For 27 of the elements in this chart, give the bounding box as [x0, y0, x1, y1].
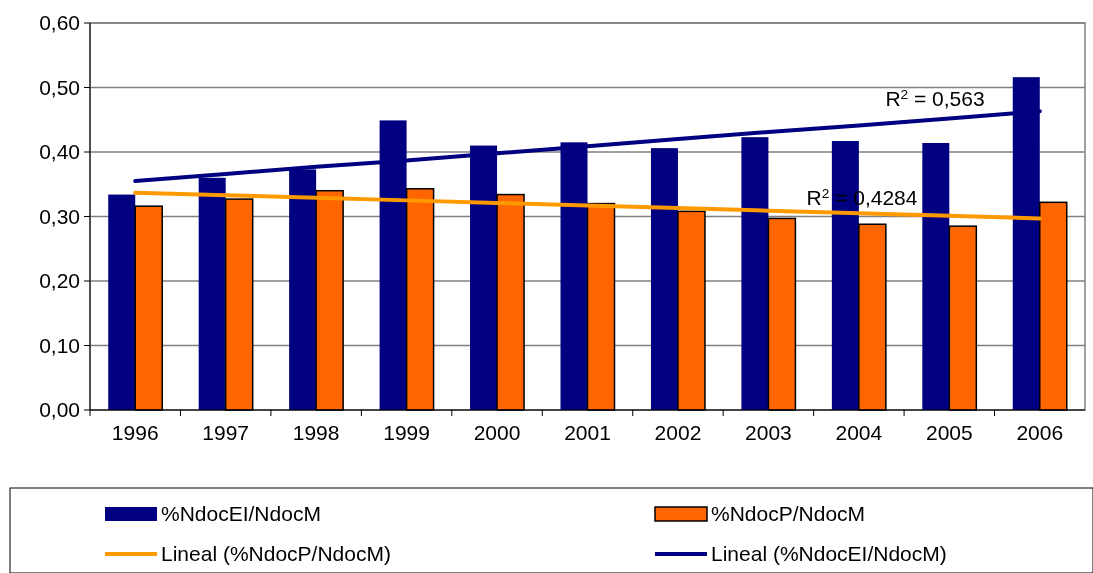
y-tick-label: 0,40	[39, 140, 80, 164]
x-tick-label: 2002	[654, 421, 702, 444]
line-series	[133, 190, 1042, 221]
bar	[108, 194, 136, 410]
legend-label: Lineal (%NdocP/NdocM)	[161, 542, 391, 566]
y-tick-label: 0,00	[39, 398, 80, 422]
legend-label: %NdocP/NdocM	[711, 502, 866, 526]
x-tick-label: 2003	[745, 421, 792, 444]
x-tick-label: 2006	[1016, 421, 1064, 444]
annotation: R$^{2}$ = 0,563	[885, 86, 985, 110]
x-tick-label: 2001	[564, 421, 611, 444]
y-tick-label: 0,30	[39, 204, 80, 228]
y-tick-label: 0,10	[39, 333, 80, 357]
x-tick-label: 2000	[473, 421, 521, 444]
y-tick-label: 0,20	[39, 269, 80, 293]
y-tick-label: 0,50	[39, 75, 80, 99]
x-tick-label: 2005	[925, 421, 973, 444]
bar	[650, 148, 678, 410]
x-tick-label: 2004	[835, 421, 883, 444]
x-tick-label: 1997	[202, 421, 250, 444]
y-tick-label: 0,60	[39, 11, 80, 35]
legend-label: %NdocEI/NdocM	[161, 502, 321, 526]
bar	[922, 142, 950, 410]
legend-label: Lineal (%NdocEI/NdocM)	[711, 542, 947, 566]
x-tick-label: 1999	[383, 421, 430, 444]
x-tick-label: 1998	[292, 421, 340, 444]
x-tick-label: 1996	[111, 421, 159, 444]
